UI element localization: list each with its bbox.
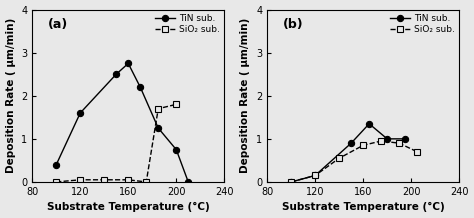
X-axis label: Substrate Temperature (°C): Substrate Temperature (°C) (47, 202, 210, 213)
SiO₂ sub. (378, 140, 384, 142)
TiN sub. (126, 62, 131, 65)
Line: TiN sub.: TiN sub. (288, 121, 408, 185)
SiO₂ sub. (288, 181, 294, 183)
Legend: TiN sub., SiO₂ sub.: TiN sub., SiO₂ sub. (154, 12, 221, 36)
SiO₂ sub. (101, 179, 107, 181)
TiN sub. (113, 73, 119, 75)
TiN sub. (288, 181, 294, 183)
SiO₂ sub. (312, 174, 318, 177)
TiN sub. (137, 86, 143, 89)
TiN sub. (155, 127, 161, 129)
TiN sub. (366, 123, 372, 125)
TiN sub. (384, 138, 390, 140)
SiO₂ sub. (173, 103, 179, 106)
X-axis label: Substrate Temperature (°C): Substrate Temperature (°C) (282, 202, 445, 213)
TiN sub. (54, 164, 59, 166)
SiO₂ sub. (77, 179, 83, 181)
SiO₂ sub. (360, 144, 366, 147)
Line: TiN sub.: TiN sub. (53, 60, 191, 185)
Text: (a): (a) (47, 18, 68, 31)
SiO₂ sub. (155, 107, 161, 110)
TiN sub. (348, 142, 354, 145)
TiN sub. (402, 138, 408, 140)
TiN sub. (185, 181, 191, 183)
Legend: TiN sub., SiO₂ sub.: TiN sub., SiO₂ sub. (389, 12, 456, 36)
Y-axis label: Deposition Rate ( μm/min): Deposition Rate ( μm/min) (6, 18, 16, 173)
SiO₂ sub. (144, 181, 149, 183)
SiO₂ sub. (54, 181, 59, 183)
SiO₂ sub. (396, 142, 402, 145)
Line: SiO₂ sub.: SiO₂ sub. (288, 138, 420, 185)
Line: SiO₂ sub.: SiO₂ sub. (53, 101, 179, 185)
Y-axis label: Deposition Rate ( μm/min): Deposition Rate ( μm/min) (240, 18, 250, 173)
Text: (b): (b) (283, 18, 303, 31)
TiN sub. (312, 174, 318, 177)
TiN sub. (77, 112, 83, 114)
SiO₂ sub. (414, 150, 420, 153)
SiO₂ sub. (126, 179, 131, 181)
TiN sub. (173, 148, 179, 151)
SiO₂ sub. (337, 157, 342, 160)
